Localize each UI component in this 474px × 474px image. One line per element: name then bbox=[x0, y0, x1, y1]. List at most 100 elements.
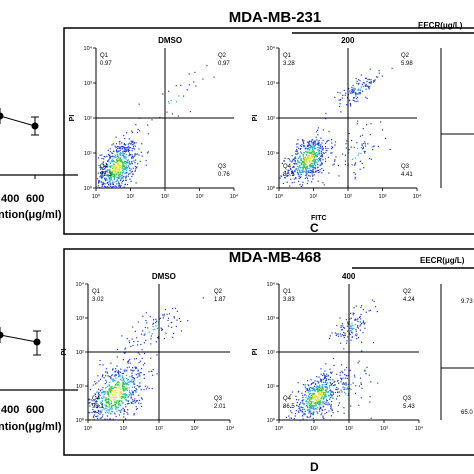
plot-0-0-event bbox=[128, 167, 130, 169]
plot-0-1-event bbox=[306, 173, 308, 175]
plot-0-0-event bbox=[118, 168, 120, 170]
plot-0-0-event bbox=[131, 156, 133, 158]
plot-0-0-event bbox=[128, 149, 130, 151]
plot-1-1-event bbox=[303, 399, 305, 401]
plot-0-1-event bbox=[309, 144, 311, 146]
plot-0-0-event bbox=[109, 154, 111, 156]
plot-0-1-event bbox=[357, 96, 359, 98]
panel-c-treatment-label: EECR(μg/L) bbox=[418, 21, 463, 30]
plot-1-1-event bbox=[318, 386, 320, 388]
plot-0-1-event bbox=[355, 98, 358, 100]
plot-1-0-event bbox=[109, 388, 111, 390]
plot-0-0-event bbox=[111, 180, 113, 182]
plot-0-0-event bbox=[116, 155, 119, 157]
plot-1-1-event bbox=[283, 406, 285, 408]
plot-1-0-event bbox=[96, 400, 98, 403]
plot-0-1-event bbox=[301, 170, 303, 172]
plot-0-0-event bbox=[110, 179, 112, 181]
plot-0-0-event bbox=[102, 183, 104, 185]
plot-0-1-event bbox=[313, 141, 315, 143]
plot-1-1-event bbox=[328, 387, 331, 389]
plot-0-1-event bbox=[367, 86, 370, 88]
plot-0-1-event bbox=[316, 154, 318, 156]
plot-1-0-event bbox=[102, 395, 104, 397]
plot-0-0-event bbox=[120, 184, 122, 186]
plot-1-1-event bbox=[343, 334, 345, 336]
plot-1-0-event bbox=[136, 337, 138, 339]
plot-1-0-event bbox=[88, 399, 90, 401]
plot-1-0-event bbox=[127, 399, 129, 402]
plot-0-1-event bbox=[356, 93, 358, 95]
plot-0-1-event bbox=[381, 129, 383, 131]
plot-1-0-event bbox=[133, 377, 136, 380]
plot-1-0-event bbox=[120, 396, 122, 398]
plot-1-0-event bbox=[131, 381, 133, 383]
plot-1-0-event bbox=[90, 419, 93, 421]
plot-0-0-event bbox=[109, 175, 111, 178]
plot-0-0-event bbox=[115, 143, 118, 145]
plot-1-0-event bbox=[110, 413, 112, 415]
plot-1-1-event bbox=[359, 377, 362, 379]
plot-0-0-event bbox=[120, 165, 122, 167]
plot-0-0-event bbox=[124, 167, 126, 169]
plot-0-1-event bbox=[314, 141, 316, 143]
plot-0-1-event bbox=[297, 173, 299, 175]
plot-0-1-event bbox=[353, 91, 355, 93]
plot-1-1-event bbox=[343, 388, 345, 390]
plot-0-0-event bbox=[107, 175, 109, 177]
plot-0-0-q1-label: Q1 bbox=[100, 53, 109, 59]
plot-1-0-event bbox=[113, 393, 115, 395]
plot-0-0-event bbox=[123, 155, 125, 157]
plot-1-0-event bbox=[115, 377, 117, 379]
plot-1-1-event bbox=[331, 410, 333, 412]
plot-1-1-event bbox=[323, 397, 325, 399]
plot-0-1-event bbox=[340, 99, 342, 101]
plot-0-1-event bbox=[359, 168, 361, 170]
plot-0-1-event bbox=[302, 139, 304, 141]
plot-0-0-event bbox=[135, 142, 137, 144]
plot-1-0-event bbox=[123, 410, 125, 412]
plot-1-0-event bbox=[124, 396, 126, 398]
plot-0-0-event bbox=[168, 102, 170, 104]
plot-1-1-event bbox=[321, 379, 323, 381]
plot-1-1-event bbox=[290, 406, 292, 408]
plot-0-1-event bbox=[311, 173, 313, 175]
plot-1-0-event bbox=[140, 344, 142, 346]
plot-1-1-event bbox=[322, 389, 324, 391]
plot-1-1-event bbox=[368, 310, 370, 312]
plot-1-1-event bbox=[311, 401, 313, 403]
plot-1-1-event bbox=[318, 376, 320, 378]
plot-1-1-event bbox=[328, 378, 330, 381]
plot-1-1-x-tick-label: 10⁴ bbox=[415, 425, 424, 432]
plot-0-0-event bbox=[118, 157, 120, 159]
plot-1-1-event bbox=[364, 370, 366, 372]
plot-1-1-event bbox=[297, 410, 299, 412]
plot-1-0-event bbox=[148, 387, 150, 390]
plot-1-0-event bbox=[134, 402, 136, 404]
plot-1-0-event bbox=[107, 400, 110, 402]
plot-0-1-event bbox=[321, 154, 323, 156]
plot-0-1-event bbox=[311, 150, 313, 152]
plot-0-0-event bbox=[130, 168, 132, 170]
plot-0-1-event bbox=[316, 159, 318, 161]
plot-1-1-event bbox=[357, 362, 359, 364]
plot-1-1-event bbox=[316, 400, 318, 402]
plot-0-1-event bbox=[304, 156, 306, 159]
plot-1-0-event bbox=[128, 391, 131, 393]
plot-0-1-x-tick-label: 10⁴ bbox=[413, 193, 422, 200]
plot-0-0-event bbox=[107, 159, 109, 162]
plot-1-1-event bbox=[359, 325, 361, 327]
plot-0-0-event bbox=[114, 157, 116, 159]
plot-0-1-event bbox=[315, 170, 317, 172]
plot-0-0-q2-value: 0.97 bbox=[218, 61, 230, 67]
plot-1-1-event bbox=[346, 367, 348, 369]
plot-1-1-event bbox=[320, 400, 322, 402]
plot-0-1-event bbox=[318, 146, 320, 148]
plot-1-1-event bbox=[308, 389, 311, 391]
plot-0-1-event bbox=[320, 152, 322, 154]
plot-1-1-event bbox=[354, 376, 356, 378]
plot-1-0-event bbox=[98, 405, 100, 407]
plot-0-0-event bbox=[133, 142, 135, 144]
plot-1-0-event bbox=[104, 411, 106, 414]
plot-1-1-event bbox=[299, 404, 301, 406]
